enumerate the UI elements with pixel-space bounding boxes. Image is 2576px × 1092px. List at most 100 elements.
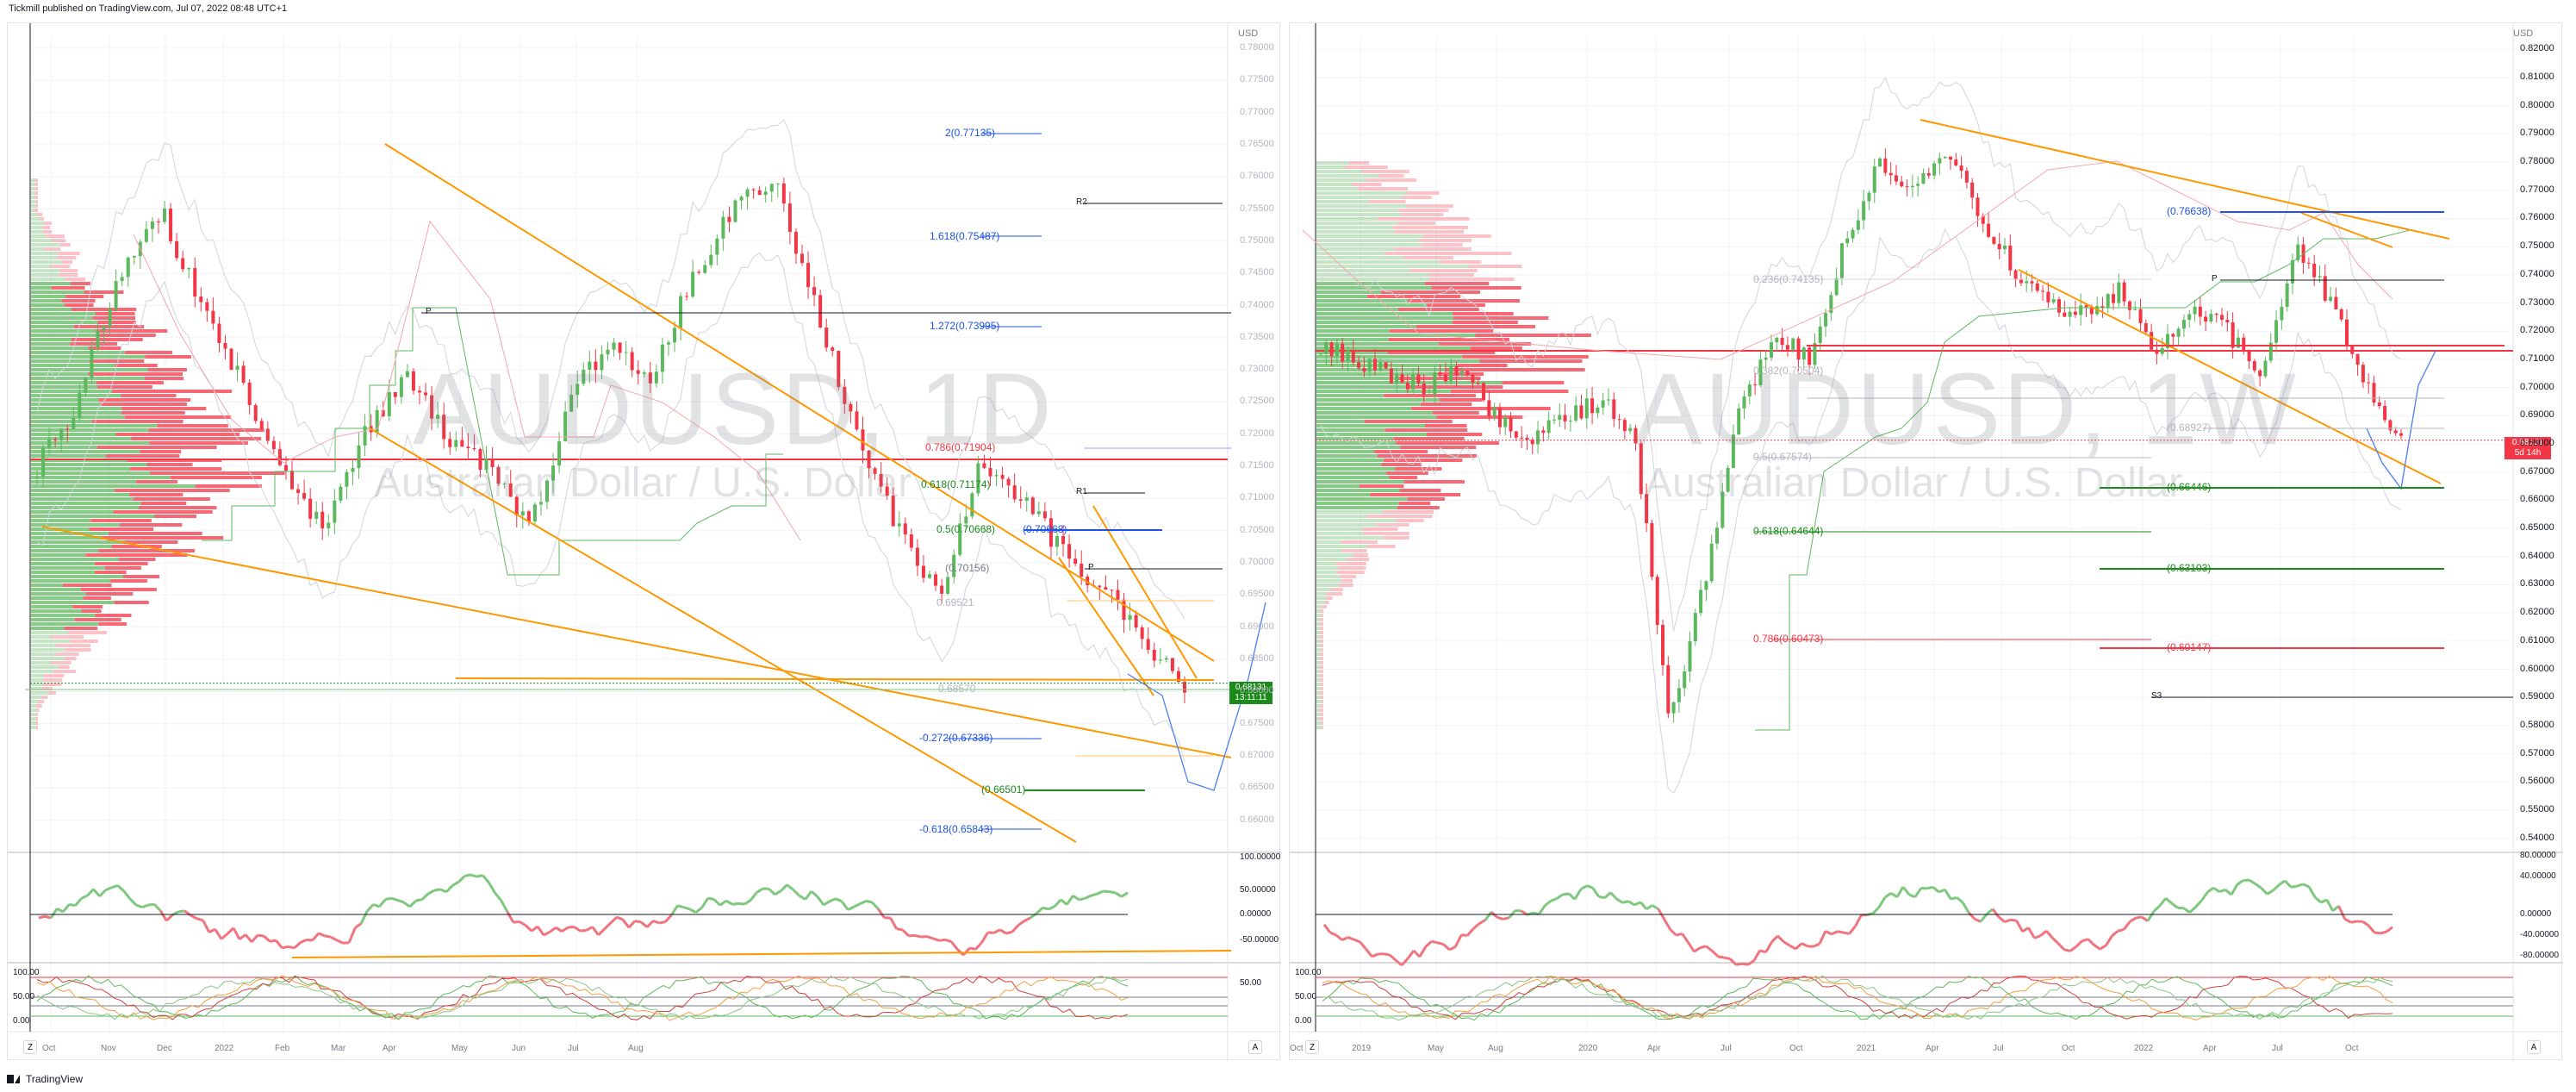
rsi-segment — [1478, 919, 1486, 925]
left-auto-scale-button[interactable]: A — [1248, 1040, 1262, 1054]
volume-profile-up — [1316, 549, 1343, 552]
volume-profile-down — [139, 506, 217, 509]
volume-profile-down — [130, 467, 222, 471]
volume-profile-down — [1321, 721, 1323, 725]
projection-path — [1127, 602, 1266, 791]
left-zoom-button[interactable]: Z — [23, 1040, 37, 1054]
candle-body — [1818, 326, 1822, 344]
fib-level-label: 0.382(0.70504) — [1753, 365, 1824, 377]
volume-profile-up — [31, 441, 150, 445]
rsi-segment — [2152, 904, 2161, 913]
candle-body — [1992, 236, 1996, 244]
candle-body — [2002, 245, 2007, 250]
volume-profile-up — [31, 480, 136, 484]
rsi-axis-label: -80.00000 — [2520, 951, 2560, 960]
volume-profile-down — [1370, 493, 1461, 496]
candle-body — [1612, 399, 1616, 420]
rsi-segment — [1586, 884, 1594, 889]
right-chart-panel[interactable]: AUDUSD, 1W Australian Dollar / U.S. Doll… — [1289, 22, 2563, 1061]
rsi-segment — [1322, 923, 1332, 933]
volume-profile-down — [42, 230, 52, 234]
candle-body — [327, 522, 331, 528]
rsi-axis-label: -40.00000 — [2520, 930, 2560, 939]
candle-body — [721, 216, 725, 239]
rsi-segment — [1383, 952, 1391, 957]
candle-body — [2133, 309, 2137, 310]
volume-profile-down — [195, 484, 262, 488]
volume-profile-down — [1502, 381, 1565, 384]
rsi-segment — [2313, 895, 2322, 904]
rsi-segment — [257, 933, 264, 938]
candle-body — [928, 574, 931, 578]
volume-profile-up — [1316, 515, 1367, 518]
candle-body — [1335, 343, 1339, 357]
right-chart-canvas[interactable] — [1290, 23, 2563, 1061]
volume-profile-up — [31, 601, 115, 604]
fib-level-label: 1.272(0.73995) — [930, 320, 1000, 332]
rsi-segment — [270, 939, 277, 943]
right-zoom-button[interactable]: Z — [1305, 1040, 1319, 1054]
rsi-segment — [220, 933, 228, 940]
candle-body — [41, 447, 46, 477]
volume-profile-up — [31, 644, 56, 647]
left-chart-canvas[interactable] — [8, 23, 1281, 1061]
rsi-segment — [969, 946, 976, 951]
candle-body — [102, 326, 106, 331]
rsi-segment — [506, 910, 515, 923]
rsi-segment — [1121, 891, 1129, 898]
time-axis-label: Feb — [275, 1044, 290, 1053]
candle-body — [2025, 281, 2029, 284]
volume-profile-up — [1316, 575, 1341, 578]
volume-profile-up — [1316, 329, 1390, 333]
rsi-segment — [391, 896, 399, 902]
volume-profile-down — [1397, 222, 1436, 225]
candle-body — [2068, 311, 2072, 317]
volume-profile-up — [1316, 398, 1440, 402]
candle-body — [745, 189, 750, 197]
rsi-segment — [1717, 955, 1725, 959]
rsi-segment — [1097, 889, 1104, 895]
price-axis-label: 0.75500 — [1240, 203, 1274, 214]
volume-profile-down — [70, 640, 98, 643]
volume-profile-up — [1316, 493, 1371, 496]
time-axis-label: 2020 — [1578, 1044, 1598, 1053]
candle-body — [970, 493, 974, 517]
volume-profile-up — [31, 407, 122, 410]
volume-profile-down — [47, 691, 57, 695]
volume-profile-down — [1335, 571, 1365, 574]
left-chart-panel[interactable]: AUDUSD, 1D Australian Dollar / U.S. Doll… — [7, 22, 1281, 1061]
trend-line — [384, 143, 1215, 662]
rsi-segment — [1895, 886, 1905, 898]
price-axis-label: 0.70000 — [2520, 381, 2554, 392]
candle-body — [818, 295, 823, 328]
volume-profile-up — [31, 200, 36, 203]
candle-body — [697, 271, 701, 273]
candle-body — [1671, 702, 1676, 714]
candle-body — [618, 342, 622, 353]
volume-profile-down — [140, 502, 187, 505]
candle-body — [1411, 374, 1416, 390]
candle-body — [1520, 437, 1524, 439]
candle-body — [1747, 384, 1752, 396]
volume-profile-up — [31, 652, 56, 656]
candle-body — [1482, 383, 1486, 401]
volume-profile-down — [1342, 549, 1367, 552]
rsi-segment — [244, 933, 253, 943]
volume-profile-up — [31, 308, 72, 311]
volume-profile-down — [122, 575, 160, 578]
candle-body — [867, 450, 871, 469]
trend-line — [1920, 119, 2450, 240]
candle-body — [685, 296, 689, 297]
volume-profile-up — [31, 446, 98, 449]
volume-profile-down — [1411, 407, 1551, 410]
upper-envelope — [36, 119, 1185, 619]
right-auto-scale-button[interactable]: A — [2527, 1040, 2541, 1054]
price-axis-label: 0.62000 — [2520, 607, 2554, 618]
volume-profile-down — [1397, 377, 1481, 380]
rsi-segment — [1072, 894, 1080, 902]
rsi-segment — [98, 889, 107, 897]
volume-profile-up — [31, 631, 69, 634]
rsi-segment — [1017, 920, 1025, 927]
rsi-segment — [251, 933, 259, 943]
volume-profile-up — [31, 713, 36, 716]
